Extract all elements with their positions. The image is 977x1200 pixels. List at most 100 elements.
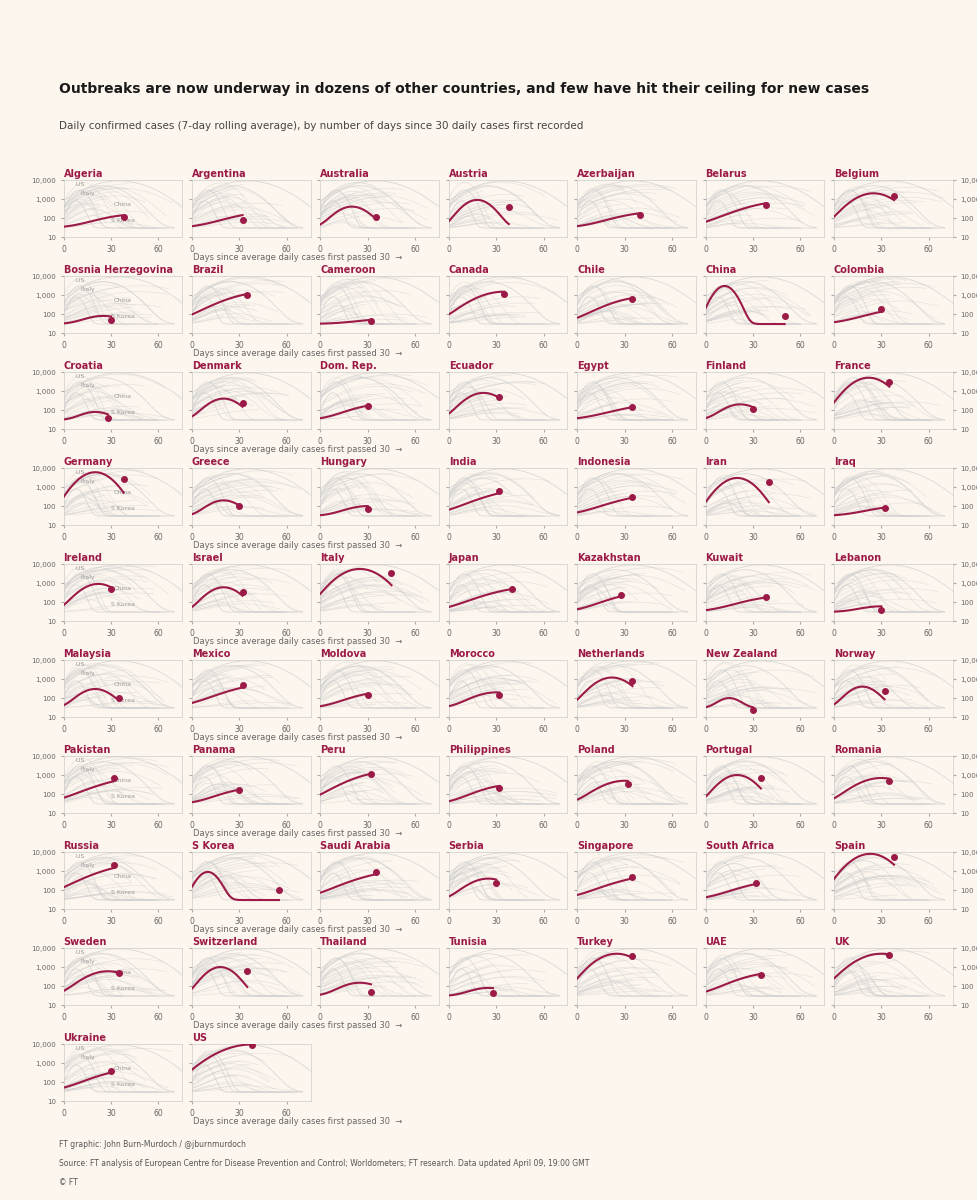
Text: ·Italy: ·Italy (79, 671, 95, 676)
Text: Japan: Japan (448, 553, 480, 563)
Text: ·US: ·US (74, 181, 85, 187)
Text: Spain: Spain (834, 841, 866, 851)
Text: S Korea: S Korea (111, 506, 135, 511)
Text: ·Italy: ·Italy (79, 287, 95, 292)
Text: Tunisia: Tunisia (448, 937, 488, 947)
Text: ·US: ·US (74, 277, 85, 283)
Text: Ireland: Ireland (64, 553, 103, 563)
Text: Mexico: Mexico (191, 649, 231, 659)
Text: China: China (114, 778, 132, 782)
Text: Morocco: Morocco (448, 649, 494, 659)
Text: ·US: ·US (74, 853, 85, 859)
Text: Russia: Russia (64, 841, 100, 851)
Text: Ecuador: Ecuador (448, 361, 493, 371)
Text: France: France (834, 361, 871, 371)
Text: UK: UK (834, 937, 849, 947)
Text: ·US: ·US (74, 949, 85, 955)
Text: Italy: Italy (320, 553, 345, 563)
Text: China: China (114, 874, 132, 878)
Text: Panama: Panama (191, 745, 235, 755)
Text: China: China (114, 298, 132, 302)
Text: Outbreaks are now underway in dozens of other countries, and few have hit their : Outbreaks are now underway in dozens of … (59, 82, 869, 96)
Text: South Africa: South Africa (705, 841, 774, 851)
Text: Days since average daily cases first passed 30  →: Days since average daily cases first pas… (193, 445, 403, 454)
Text: Chile: Chile (577, 265, 605, 275)
Text: S Korea: S Korea (191, 841, 234, 851)
Text: Denmark: Denmark (191, 361, 241, 371)
Text: Peru: Peru (320, 745, 346, 755)
Text: Days since average daily cases first passed 30  →: Days since average daily cases first pas… (193, 637, 403, 646)
Text: S Korea: S Korea (111, 890, 135, 895)
Text: Colombia: Colombia (834, 265, 885, 275)
Text: Cameroon: Cameroon (320, 265, 376, 275)
Text: Days since average daily cases first passed 30  →: Days since average daily cases first pas… (193, 253, 403, 262)
Text: ·Italy: ·Italy (79, 191, 95, 196)
Text: Lebanon: Lebanon (834, 553, 881, 563)
Text: Sweden: Sweden (64, 937, 106, 947)
Text: Netherlands: Netherlands (577, 649, 645, 659)
Text: Pakistan: Pakistan (64, 745, 110, 755)
Text: Bosnia Herzegovina: Bosnia Herzegovina (64, 265, 173, 275)
Text: Finland: Finland (705, 361, 746, 371)
Text: Thailand: Thailand (320, 937, 368, 947)
Text: FT graphic: John Burn-Murdoch / @jburnmurdoch: FT graphic: John Burn-Murdoch / @jburnmu… (59, 1140, 245, 1150)
Text: Egypt: Egypt (577, 361, 609, 371)
Text: Israel: Israel (191, 553, 223, 563)
Text: ·Italy: ·Italy (79, 479, 95, 484)
Text: S Korea: S Korea (111, 602, 135, 607)
Text: Dom. Rep.: Dom. Rep. (320, 361, 377, 371)
Text: Days since average daily cases first passed 30  →: Days since average daily cases first pas… (193, 349, 403, 358)
Text: Days since average daily cases first passed 30  →: Days since average daily cases first pas… (193, 541, 403, 550)
Text: Norway: Norway (834, 649, 875, 659)
Text: Serbia: Serbia (448, 841, 485, 851)
Text: Kuwait: Kuwait (705, 553, 743, 563)
Text: Ukraine: Ukraine (64, 1033, 106, 1043)
Text: Days since average daily cases first passed 30  →: Days since average daily cases first pas… (193, 829, 403, 838)
Text: China: China (114, 970, 132, 974)
Text: China: China (114, 682, 132, 686)
Text: Belarus: Belarus (705, 169, 747, 179)
Text: Indonesia: Indonesia (577, 457, 630, 467)
Text: Australia: Australia (320, 169, 370, 179)
Text: ·Italy: ·Italy (79, 767, 95, 772)
Text: Days since average daily cases first passed 30  →: Days since average daily cases first pas… (193, 1021, 403, 1030)
Text: Turkey: Turkey (577, 937, 614, 947)
Text: Brazil: Brazil (191, 265, 224, 275)
Text: Portugal: Portugal (705, 745, 753, 755)
Text: Singapore: Singapore (577, 841, 633, 851)
Text: ·US: ·US (74, 469, 85, 475)
Text: New Zealand: New Zealand (705, 649, 777, 659)
Text: ·US: ·US (74, 373, 85, 379)
Text: Days since average daily cases first passed 30  →: Days since average daily cases first pas… (193, 925, 403, 934)
Text: Argentina: Argentina (191, 169, 246, 179)
Text: S Korea: S Korea (111, 410, 135, 415)
Text: Kazakhstan: Kazakhstan (577, 553, 641, 563)
Text: Iran: Iran (705, 457, 728, 467)
Text: Days since average daily cases first passed 30  →: Days since average daily cases first pas… (193, 1117, 403, 1126)
Text: China: China (114, 394, 132, 398)
Text: S Korea: S Korea (111, 986, 135, 991)
Text: Saudi Arabia: Saudi Arabia (320, 841, 391, 851)
Text: China: China (114, 490, 132, 494)
Text: Days since average daily cases first passed 30  →: Days since average daily cases first pas… (193, 733, 403, 742)
Text: UAE: UAE (705, 937, 727, 947)
Text: Azerbaijan: Azerbaijan (577, 169, 636, 179)
Text: Canada: Canada (448, 265, 489, 275)
Text: Source: FT analysis of European Centre for Disease Prevention and Control; World: Source: FT analysis of European Centre f… (59, 1159, 589, 1168)
Text: ·Italy: ·Italy (79, 863, 95, 868)
Text: S Korea: S Korea (111, 698, 135, 703)
Text: Daily confirmed cases (7-day rolling average), by number of days since 30 daily : Daily confirmed cases (7-day rolling ave… (59, 121, 583, 131)
Text: ·Italy: ·Italy (79, 1055, 95, 1060)
Text: China: China (114, 1066, 132, 1070)
Text: China: China (114, 202, 132, 206)
Text: Moldova: Moldova (320, 649, 366, 659)
Text: Belgium: Belgium (834, 169, 879, 179)
Text: China: China (705, 265, 737, 275)
Text: Greece: Greece (191, 457, 231, 467)
Text: Iraq: Iraq (834, 457, 856, 467)
Text: ·US: ·US (74, 661, 85, 667)
Text: S Korea: S Korea (111, 794, 135, 799)
Text: India: India (448, 457, 476, 467)
Text: Germany: Germany (64, 457, 113, 467)
Text: Algeria: Algeria (64, 169, 103, 179)
